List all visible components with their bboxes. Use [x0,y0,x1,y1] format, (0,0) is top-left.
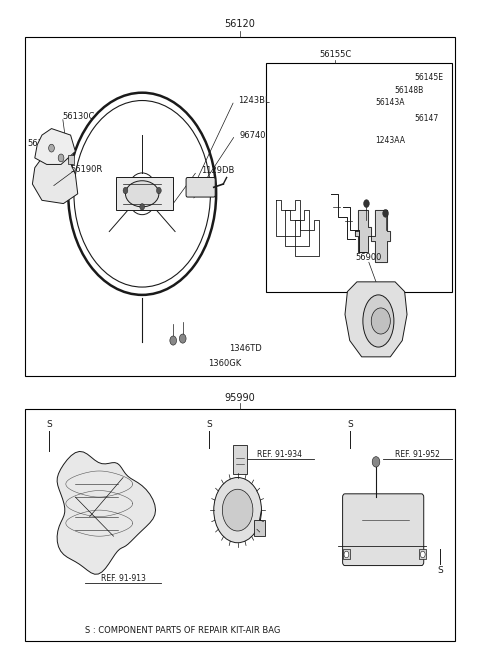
Text: 1346TD: 1346TD [229,344,262,353]
Text: 56148B: 56148B [395,86,424,94]
Text: 1360GK: 1360GK [208,359,241,368]
Polygon shape [57,451,156,574]
Circle shape [222,489,253,531]
Text: 95990: 95990 [225,393,255,403]
Bar [233,445,247,474]
Text: 1243BL: 1243BL [238,96,269,105]
Text: S: S [347,420,353,428]
Circle shape [140,204,144,210]
Polygon shape [33,155,78,204]
Text: S : COMPONENT PARTS OF REPAIR KIT-AIR BAG: S : COMPONENT PARTS OF REPAIR KIT-AIR BA… [85,626,280,635]
FancyBboxPatch shape [186,178,215,197]
Polygon shape [371,210,390,262]
Circle shape [180,334,186,343]
Text: 56120: 56120 [225,19,255,29]
Circle shape [58,154,64,162]
Circle shape [372,457,380,467]
Text: 56147: 56147 [414,113,438,122]
Bar [25,37,455,377]
Ellipse shape [363,295,394,347]
Circle shape [156,187,161,194]
Text: REF. 91-913: REF. 91-913 [101,574,145,583]
Circle shape [170,336,177,345]
Text: 56143A: 56143A [375,98,405,107]
Text: 56190R: 56190R [71,165,103,174]
Text: REF. 91-952: REF. 91-952 [395,450,440,459]
Circle shape [420,552,425,558]
Text: 1243AA: 1243AA [375,136,406,145]
Polygon shape [345,282,407,357]
Text: S: S [438,567,444,575]
Circle shape [344,552,349,558]
Text: REF. 91-934: REF. 91-934 [257,450,301,459]
FancyBboxPatch shape [343,494,424,565]
Text: 56145E: 56145E [414,73,443,82]
Text: S: S [206,420,212,428]
Circle shape [364,200,369,208]
Bar [254,520,265,536]
Text: 1129DB: 1129DB [201,166,234,176]
Text: 56155C: 56155C [319,50,351,60]
Circle shape [48,144,54,152]
Bar [419,550,426,559]
Text: 56190L: 56190L [28,139,59,148]
Text: 56130C: 56130C [62,112,95,121]
Polygon shape [35,128,75,164]
Text: S: S [46,420,52,428]
Bar [343,550,350,559]
Text: 96740: 96740 [240,130,266,140]
Circle shape [123,187,128,194]
Circle shape [383,210,388,217]
Circle shape [371,308,390,334]
Bar [68,155,74,164]
Bar [266,64,452,291]
Text: 56900: 56900 [356,253,382,261]
Bar [25,409,455,641]
Ellipse shape [125,181,159,207]
Circle shape [214,477,262,543]
Polygon shape [116,178,173,210]
Polygon shape [355,210,371,252]
